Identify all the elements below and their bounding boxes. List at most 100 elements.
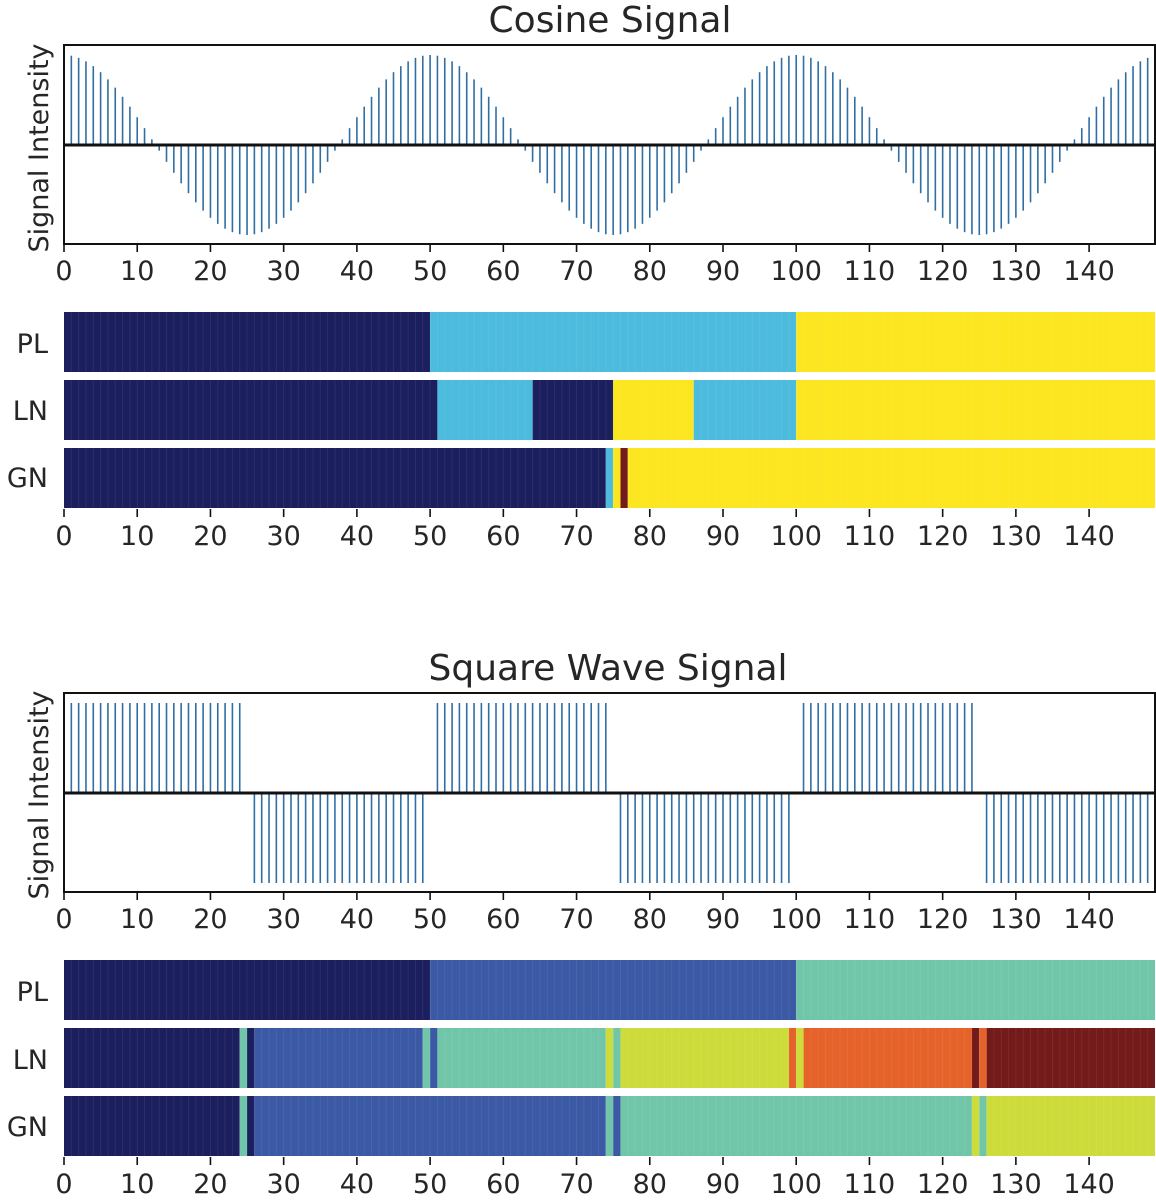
square-strip-ln-segment [979,1028,987,1088]
square-strip-gn-segment [971,1096,980,1156]
cosine-strips-x-tick-label: 20 [193,521,227,552]
cosine-strips-x-tick-label: 60 [486,521,520,552]
square-strips-x-tick-label: 90 [706,1169,740,1200]
cosine-strip-gn-segment [620,448,628,508]
cosine-strip-ln-segment [796,380,1155,440]
square-x-tick-label: 60 [486,904,520,935]
square-panel: Square Wave Signal Signal Intensity 0 10 2… [24,648,1156,935]
square-row-label-pl: PL [17,977,48,1008]
square-strips-x-tick-label: 30 [266,1169,300,1200]
square-x-tick-label: 90 [706,904,740,935]
cosine-strips-x-tick-label: 130 [990,521,1042,552]
square-strip-pl-segment [430,960,797,1020]
cosine-x-tick-label: 50 [413,256,447,287]
square-strips-x-tick-label: 70 [559,1169,593,1200]
cosine-title: Cosine Signal [489,0,732,41]
cosine-strip-gn-segment [605,448,614,508]
cosine-strips-x-axis: 0 10 20 30 40 50 60 70 80 90 100 110 120 130 140 [55,509,1115,552]
square-strip-ln-segment [430,1028,438,1088]
square-plot-frame [63,692,1156,893]
square-strip-ln-segment [620,1028,789,1088]
cosine-strip-ln-segment [64,380,438,440]
square-strip-gn-segment [605,1096,614,1156]
square-strips-x-tick-label: 130 [990,1169,1042,1200]
cosine-x-tick-label: 70 [559,256,593,287]
square-x-tick-label: 130 [990,904,1042,935]
cosine-row-label-gn: GN [7,463,48,494]
cosine-x-tick-label: 90 [706,256,740,287]
cosine-strips-x-tick-label: 110 [844,521,896,552]
square-x-tick-label: 140 [1063,904,1115,935]
cosine-strips-x-tick-label: 120 [917,521,969,552]
square-strip-ln-segment [422,1028,431,1088]
square-strip-gn-segment [254,1096,606,1156]
cosine-x-tick-label: 120 [917,256,969,287]
square-strip-ln-segment [796,1028,804,1088]
square-strip-pl-segment [64,960,431,1020]
cosine-row-label-pl: PL [17,329,48,360]
square-x-tick-label: 50 [413,904,447,935]
cosine-strip-pl-segment [796,312,1155,372]
square-strips-x-tick-label: 120 [917,1169,969,1200]
cosine-strip-ln-segment [693,380,797,440]
cosine-strips-panel: PL LN GN 0 10 20 30 40 50 60 70 80 90 100 110 120 130… [7,312,1155,552]
square-strips-x-tick-label: 80 [633,1169,667,1200]
cosine-x-tick-label: 30 [266,256,300,287]
square-x-tick-label: 30 [266,904,300,935]
square-strip-gn-segment [239,1096,248,1156]
square-strip-gn-segment [979,1096,987,1156]
square-strips-x-axis: 0 10 20 30 40 50 60 70 80 90 100 110 120 130 140 [55,1157,1115,1200]
cosine-strip-ln-segment [532,380,614,440]
cosine-x-tick-label: 100 [770,256,822,287]
square-strip-ln-segment [239,1028,248,1088]
square-strip-ln-segment [437,1028,606,1088]
square-strip-pl-segment [796,960,1155,1020]
square-strip-ln-segment [254,1028,423,1088]
cosine-strips-x-tick-label: 100 [770,521,822,552]
cosine-strips-x-tick-label: 30 [266,521,300,552]
cosine-x-tick-label: 110 [844,256,896,287]
cosine-x-tick-label: 60 [486,256,520,287]
cosine-plot-frame [63,44,1156,245]
cosine-panel: Cosine Signal Signal Intensity 0 10 20 30 40… [24,0,1156,287]
square-strip-ln-segment [803,1028,972,1088]
square-x-tick-label: 80 [633,904,667,935]
square-strips-x-tick-label: 140 [1063,1169,1115,1200]
cosine-x-tick-label: 40 [340,256,374,287]
square-strip-gn-segment [613,1096,621,1156]
cosine-strip-rows [64,312,1155,508]
square-strips-x-tick-label: 40 [340,1169,374,1200]
square-strip-ln-segment [247,1028,255,1088]
square-x-tick-label: 20 [193,904,227,935]
square-x-tick-label: 40 [340,904,374,935]
cosine-x-tick-label: 10 [120,256,154,287]
square-strips-panel: PL LN GN 0 10 20 30 40 50 60 70 80 90 100 110 120 130… [7,960,1155,1200]
square-x-tick-label: 100 [770,904,822,935]
square-strip-ln-segment [788,1028,797,1088]
square-strips-x-tick-label: 50 [413,1169,447,1200]
cosine-stems [63,55,1149,235]
square-row-label-ln: LN [13,1045,48,1076]
square-strip-ln-segment [986,1028,1155,1088]
square-strip-ln-segment [613,1028,621,1088]
square-strips-x-tick-label: 0 [55,1169,72,1200]
cosine-x-axis: 0 10 20 30 40 50 60 70 80 90 100 110 120 130 140 [55,244,1115,287]
square-x-tick-label: 70 [559,904,593,935]
square-strip-gn-segment [64,1096,240,1156]
square-x-tick-label: 110 [844,904,896,935]
square-strips-x-tick-label: 60 [486,1169,520,1200]
cosine-strips-x-tick-label: 0 [55,521,72,552]
square-strips-x-tick-label: 100 [770,1169,822,1200]
square-title: Square Wave Signal [428,648,787,689]
cosine-x-tick-label: 0 [55,256,72,287]
square-strip-gn-segment [620,1096,972,1156]
square-x-axis: 0 10 20 30 40 50 60 70 80 90 100 110 120 130 140 [55,892,1115,935]
cosine-strips-x-tick-label: 70 [559,521,593,552]
square-strips-x-tick-label: 10 [120,1169,154,1200]
cosine-x-tick-label: 80 [633,256,667,287]
square-x-tick-label: 120 [917,904,969,935]
cosine-strip-pl-segment [430,312,797,372]
cosine-x-tick-label: 130 [990,256,1042,287]
cosine-strips-x-tick-label: 40 [340,521,374,552]
square-stems [63,703,1149,883]
